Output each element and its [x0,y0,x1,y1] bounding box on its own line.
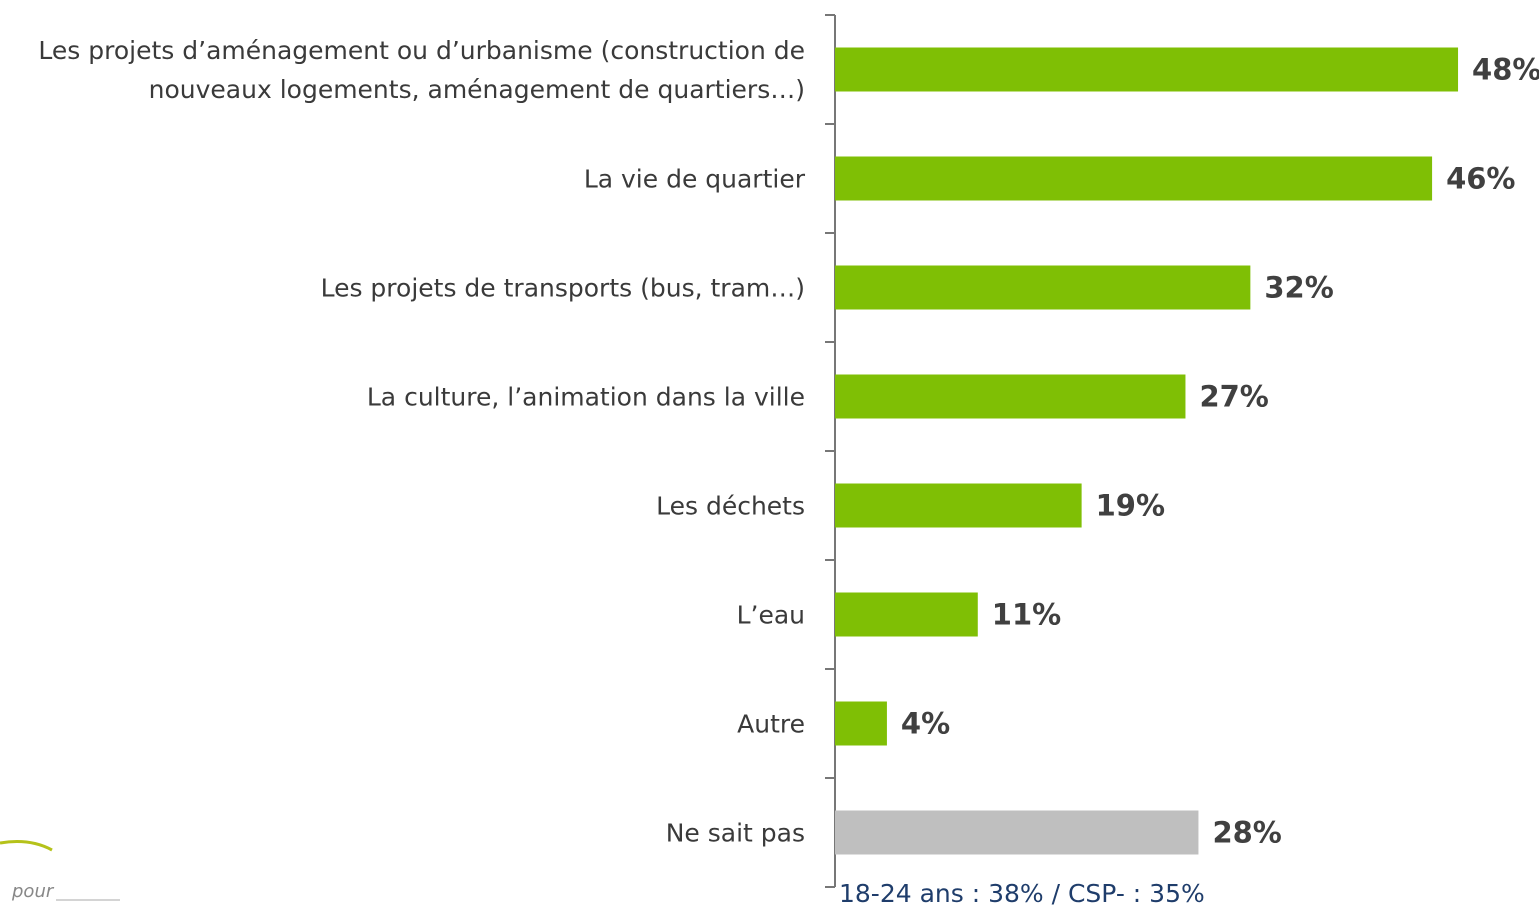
bar [835,592,978,637]
value-label: 48% [1472,53,1539,87]
category-label: Autre [737,709,805,738]
bar [835,374,1186,419]
category-label: Les projets de transports (bus, tram…) [320,273,805,302]
category-label: La vie de quartier [583,164,805,193]
logo-text: pour [11,881,55,902]
bar [835,483,1082,528]
category-label: Les projets d’aménagement ou d’urbanisme… [38,35,805,104]
category-label: Les déchets [656,491,805,520]
bar [835,810,1199,855]
bar [835,156,1433,201]
bar [835,265,1251,310]
category-label: L’eau [736,600,805,629]
bar [835,47,1459,92]
logo-arc [0,840,53,852]
value-label: 27% [1199,380,1268,414]
value-label: 28% [1212,816,1281,850]
value-label: 11% [992,598,1061,632]
annotation: 18-24 ans : 38% / CSP- : 35% [839,879,1205,907]
category-label: La culture, l’animation dans la ville [366,382,805,411]
value-label: 4% [901,707,950,741]
value-label: 19% [1096,489,1165,523]
value-label: 46% [1446,162,1515,196]
bar [835,701,887,746]
value-label: 32% [1264,271,1333,305]
category-label: Ne sait pas [665,818,805,847]
